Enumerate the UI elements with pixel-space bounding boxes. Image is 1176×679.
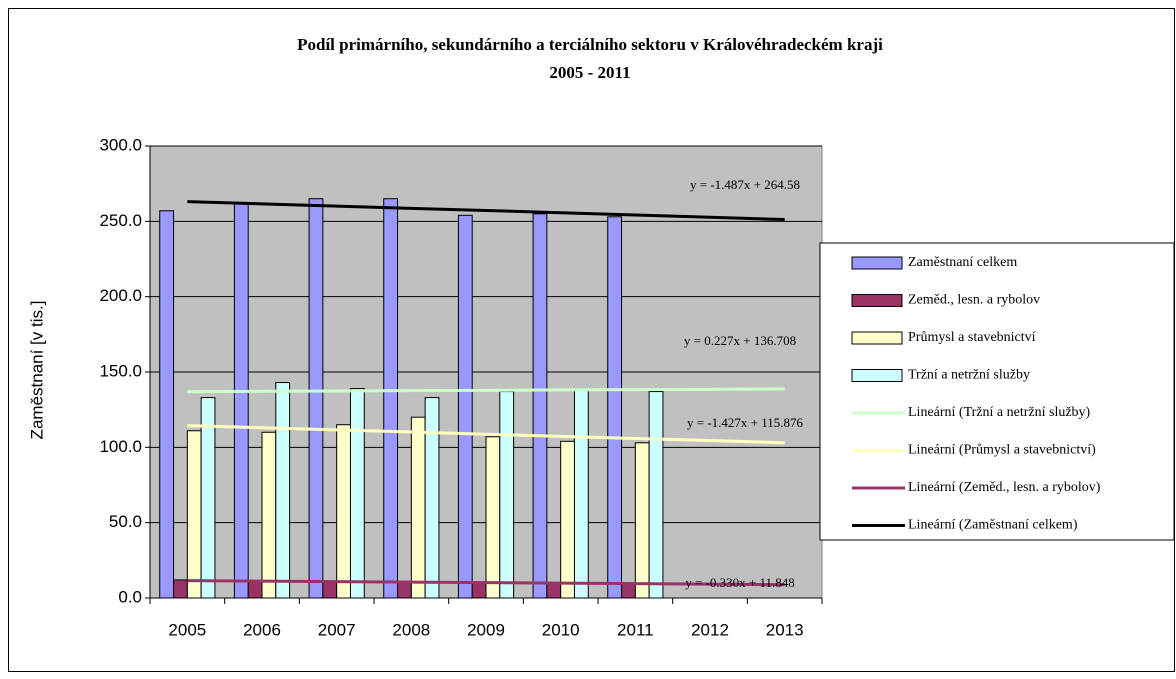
trend-equation: y = -0.330x + 11.848 xyxy=(685,575,795,590)
legend-label: Lineární (Zeměd., lesn. a rybolov) xyxy=(908,480,1101,495)
trend-equation: y = 0.227x + 136.708 xyxy=(684,333,796,348)
x-tick-label: 2005 xyxy=(168,620,206,639)
bar xyxy=(200,397,216,599)
bar xyxy=(634,442,650,599)
bar xyxy=(336,424,351,599)
y-tick-label: 300.0 xyxy=(99,135,142,154)
bar xyxy=(397,580,412,599)
legend-label: Zeměd., lesn. a rybolov xyxy=(908,293,1040,308)
bar xyxy=(308,198,324,599)
x-tick-label: 2006 xyxy=(243,620,281,639)
bar xyxy=(159,210,175,599)
bar xyxy=(546,582,562,599)
bar xyxy=(573,389,589,599)
bar xyxy=(186,430,202,599)
bar xyxy=(621,582,636,599)
bar xyxy=(607,216,623,599)
y-tick-label: 150.0 xyxy=(99,361,142,380)
bar xyxy=(233,202,249,599)
y-axis-label: Zaměstnaní [v tis.] xyxy=(27,301,46,440)
y-tick-label: 50.0 xyxy=(109,512,142,531)
trend-line xyxy=(187,387,785,394)
legend-label: Průmysl a stavebnictví xyxy=(908,330,1036,345)
legend-swatch xyxy=(851,331,903,345)
bar xyxy=(383,198,399,599)
trend-equation: y = -1.487x + 264.58 xyxy=(690,177,800,192)
legend-swatch xyxy=(851,369,903,382)
x-tick-label: 2013 xyxy=(766,620,804,639)
bar xyxy=(349,388,365,599)
trend-equation: y = -1.427x + 115.876 xyxy=(687,415,804,430)
chart-subtitle: 2005 - 2011 xyxy=(549,63,630,82)
chart-title: Podíl primárního, sekundárního a terciál… xyxy=(297,35,883,54)
legend-label: Lineární (Zaměstnaní celkem) xyxy=(908,518,1078,533)
bar xyxy=(275,382,291,599)
y-tick-label: 250.0 xyxy=(99,211,142,230)
x-tick-label: 2007 xyxy=(318,620,356,639)
bar xyxy=(471,582,487,599)
x-tick-label: 2008 xyxy=(392,620,430,639)
bar xyxy=(499,391,515,599)
x-tick-label: 2011 xyxy=(617,620,654,639)
bar xyxy=(532,213,548,599)
legend-swatch xyxy=(851,256,903,270)
bar xyxy=(457,214,473,599)
bar xyxy=(261,431,277,599)
legend-label: Lineární (Průmysl a stavebnictví) xyxy=(908,443,1096,458)
y-tick-label: 100.0 xyxy=(99,437,142,456)
x-tick-label: 2010 xyxy=(542,620,580,639)
bar xyxy=(322,580,338,599)
bar xyxy=(648,391,664,599)
legend-label: Tržní a netržní služby xyxy=(908,368,1030,383)
legend-label: Lineární (Tržní a netržní služby) xyxy=(908,405,1091,420)
y-tick-label: 0.0 xyxy=(118,587,142,606)
trend-line xyxy=(187,200,785,222)
bar xyxy=(173,579,188,599)
x-tick-label: 2009 xyxy=(467,620,505,639)
legend-box xyxy=(819,242,1175,541)
x-tick-label: 2012 xyxy=(691,620,729,639)
legend-swatch xyxy=(851,294,903,307)
trend-line xyxy=(187,424,785,445)
legend-label: Zaměstnaní celkem xyxy=(908,255,1017,270)
bar xyxy=(410,416,426,599)
bar xyxy=(424,397,440,599)
trend-line xyxy=(187,579,785,587)
bar xyxy=(247,580,263,599)
y-tick-label: 200.0 xyxy=(99,286,142,305)
bar xyxy=(560,440,575,599)
bar xyxy=(485,436,501,599)
